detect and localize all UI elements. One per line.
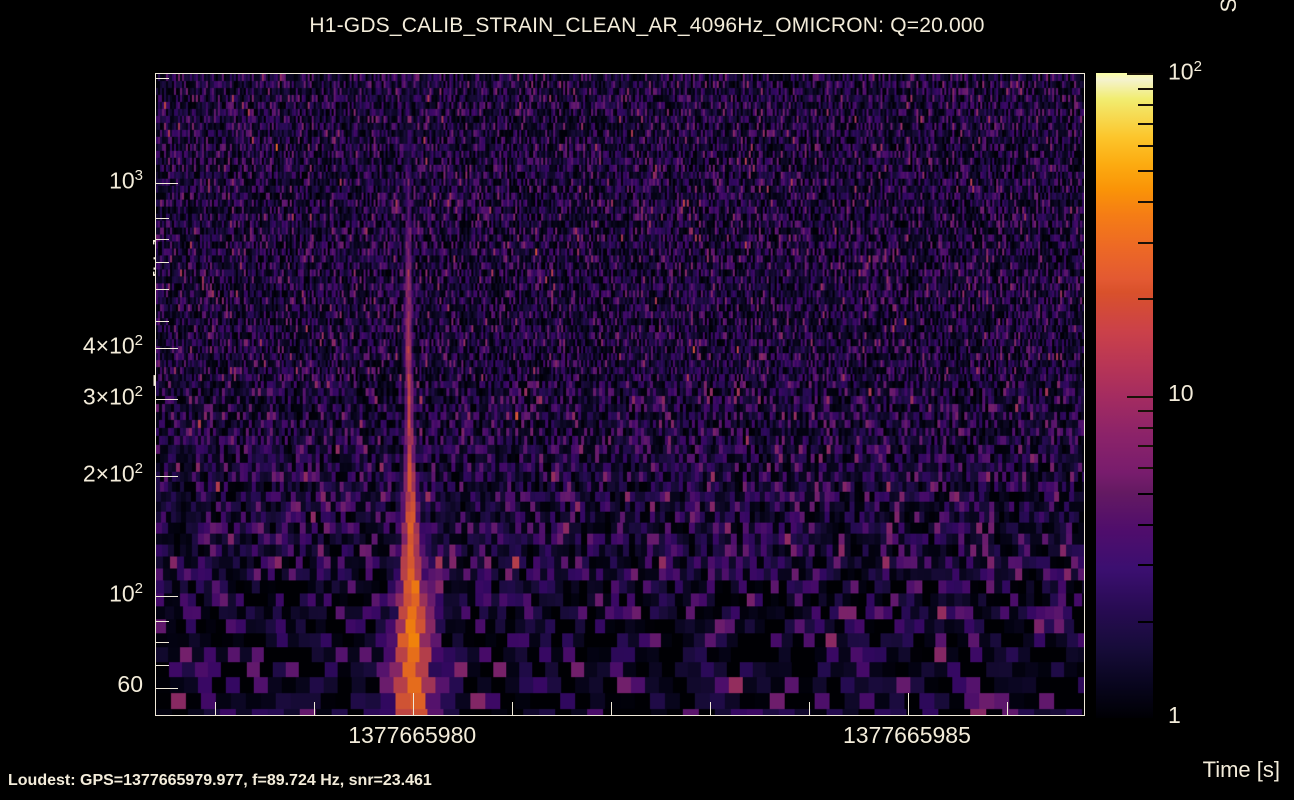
spectrogram-image <box>156 74 1084 715</box>
x-tick-minor <box>611 702 613 715</box>
colorbar-tick-minor <box>1138 523 1153 526</box>
y-tick-label-100: 102 <box>109 580 143 607</box>
colorbar-tick-major <box>1127 73 1153 75</box>
x-tick-minor <box>808 702 810 715</box>
y-tick-minor <box>156 664 169 666</box>
colorbar-title: SNR <box>1216 0 1242 76</box>
colorbar-tick-minor <box>1138 564 1153 567</box>
y-tick-label-300: 3×102 <box>82 383 143 410</box>
x-tick-major <box>907 693 909 715</box>
page-title: H1-GDS_CALIB_STRAIN_CLEAN_AR_4096Hz_OMIC… <box>309 14 985 37</box>
colorbar-tick-minor <box>1138 467 1153 470</box>
y-tick-minor <box>156 261 169 263</box>
y-tick-minor <box>156 620 169 622</box>
y-tick-minor <box>156 320 169 322</box>
colorbar-tick-minor <box>1138 201 1153 204</box>
colorbar-tick-minor <box>1138 298 1153 301</box>
colorbar-tick-minor <box>1138 241 1153 244</box>
y-tick-minor <box>156 238 169 240</box>
x-tick-minor <box>215 702 217 715</box>
x-tick-minor <box>512 702 514 715</box>
x-tick-minor <box>710 702 712 715</box>
colorbar-tick-minor <box>1138 170 1153 173</box>
colorbar-tick-minor <box>1138 104 1153 107</box>
colorbar-tick-minor <box>1138 620 1153 623</box>
y-tick-major <box>156 476 178 477</box>
y-tick-label-200: 2×102 <box>82 460 143 487</box>
colorbar-label-100: 102 <box>1168 58 1202 85</box>
colorbar-tick-minor <box>1138 492 1153 495</box>
colorbar-tick-minor <box>1138 426 1153 429</box>
y-tick-minor <box>156 641 169 643</box>
colorbar-label-1: 1 <box>1168 702 1181 728</box>
colorbar-tick-minor <box>1138 122 1153 125</box>
spectrogram-plot-area[interactable] <box>155 73 1085 716</box>
x-tick-minor <box>1006 702 1008 715</box>
y-tick-major <box>156 348 178 349</box>
loudest-event-annotation: Loudest: GPS=1377665979.977, f=89.724 Hz… <box>8 772 432 789</box>
colorbar-tick-minor <box>1138 445 1153 448</box>
y-tick-label-60: 60 <box>117 671 143 697</box>
y-tick-major <box>156 399 178 400</box>
x-axis-label: Time [s] <box>1202 757 1280 782</box>
y-tick-major <box>156 688 178 689</box>
colorbar-tick-major <box>1127 718 1153 720</box>
x-tick-major <box>413 693 415 715</box>
y-tick-minor <box>156 288 169 290</box>
colorbar-label-10: 10 <box>1168 379 1194 406</box>
y-tick-minor <box>156 217 169 219</box>
colorbar-tick-major <box>1127 395 1153 398</box>
colorbar-tick-minor <box>1138 87 1153 90</box>
colorbar-tick-minor <box>1138 410 1153 413</box>
y-tick-major <box>156 596 178 597</box>
x-tick-minor <box>314 702 316 715</box>
y-tick-major <box>156 183 178 184</box>
colorbar-tick-minor <box>1138 144 1153 147</box>
y-tick-label-1000: 103 <box>109 167 143 194</box>
colorbar <box>1096 73 1153 720</box>
y-tick-label-400: 4×102 <box>82 332 143 359</box>
y-tick-minor <box>156 78 169 80</box>
x-tick-label-1377665985: 1377665985 <box>842 722 971 748</box>
x-tick-label-1377665980: 1377665980 <box>348 722 477 748</box>
